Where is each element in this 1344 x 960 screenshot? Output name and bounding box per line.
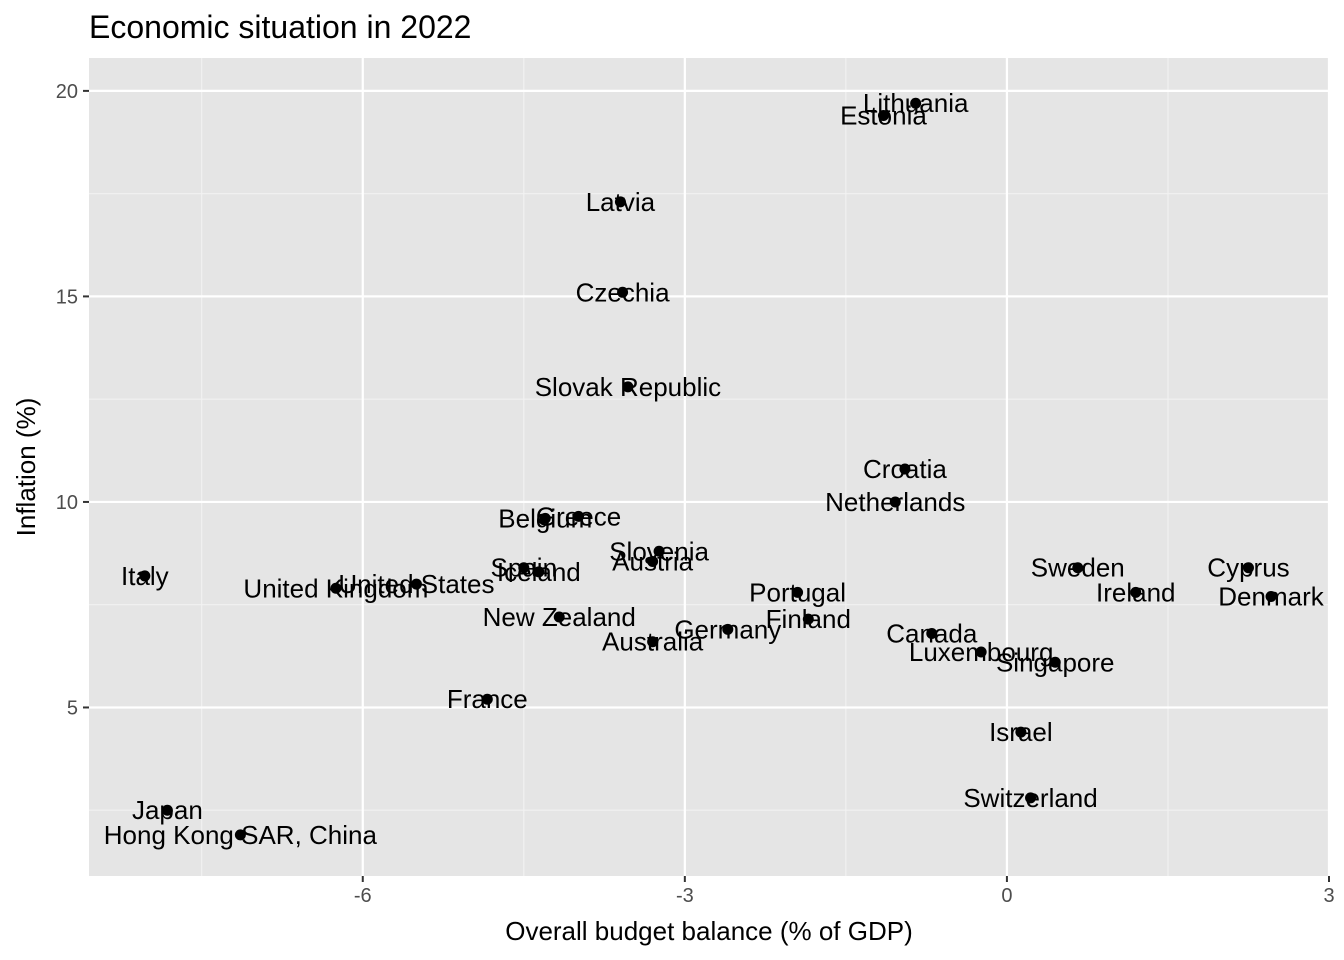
data-point [539,512,551,524]
data-point [722,623,734,635]
data-point [877,110,889,122]
data-point [573,510,585,522]
x-tick-label: 3 [1323,885,1334,907]
data-point [647,636,659,648]
major-gridlines [89,58,1331,876]
point-label: Singapore [996,647,1115,677]
point-label: Sweden [1031,553,1125,583]
point-label: Portugal [749,577,846,607]
point-label: Luxembourg [909,637,1054,667]
point-label: Cyprus [1207,553,1289,583]
point-label: Spain [491,553,558,583]
x-tick-label: 0 [1001,885,1012,907]
minor-gridlines [89,58,1329,876]
point-label: Ireland [1096,577,1176,607]
point-label: Croatia [863,454,947,484]
point-label: United Kingdom [243,573,428,603]
x-axis: -6 -3 0 3 [354,876,1335,907]
data-points [139,97,1277,841]
data-point [553,611,565,623]
data-point [410,578,422,590]
y-tick-label: 10 [56,492,78,514]
y-tick-label: 15 [56,286,78,308]
data-point [802,613,814,625]
point-label: Estonia [840,101,927,131]
point-label: Japan [132,795,203,825]
data-point [234,829,246,841]
y-axis: 5 10 15 20 [56,81,89,719]
data-point [518,562,530,574]
data-point [481,693,493,705]
y-tick-label: 5 [67,697,78,719]
data-point [647,556,659,568]
data-point [792,586,804,598]
data-point [622,381,634,393]
data-point [533,566,545,578]
point-label: Slovenia [609,536,709,566]
point-label: Germany [674,614,781,644]
data-point [1242,562,1254,574]
data-point [1130,586,1142,598]
point-label: Latvia [586,187,656,217]
data-point [1049,656,1061,668]
point-label: Canada [886,618,978,648]
data-point [617,286,629,298]
data-point [910,97,922,109]
data-point [330,582,342,594]
data-point [889,496,901,508]
chart-title: Economic situation in 2022 [89,9,471,45]
point-label: United States [338,569,494,599]
x-tick-label: -3 [676,885,694,907]
data-point [1072,562,1084,574]
point-label: Israel [989,717,1053,747]
point-label: Greece [536,501,621,531]
point-label: Switzerland [963,783,1097,813]
point-label: Lithuania [863,88,969,118]
point-label: Denmark [1218,581,1324,611]
data-point [614,196,626,208]
data-point [161,804,173,816]
point-label: Belgium [498,503,592,533]
point-label: Italy [121,561,169,591]
point-label: New Zealand [483,602,636,632]
point-label: Iceland [497,557,581,587]
x-axis-title: Overall budget balance (% of GDP) [505,916,913,946]
data-point [1015,726,1027,738]
point-label: Austria [612,547,693,577]
data-point [139,570,151,582]
x-tick-label: -6 [354,885,372,907]
point-label: Hong Kong SAR, China [104,820,378,850]
point-label: Finland [766,604,851,634]
point-label: Czechia [576,277,670,307]
point-label: Australia [602,627,704,657]
data-point [926,627,938,639]
data-point [1265,590,1277,602]
data-point [899,463,911,475]
data-point [1025,792,1037,804]
plot-panel [89,58,1329,876]
point-label: Slovak Republic [535,372,721,402]
data-point [653,545,665,557]
y-axis-title: Inflation (%) [11,398,41,537]
y-tick-label: 20 [56,81,78,103]
data-point [975,646,987,658]
point-label: France [447,684,528,714]
point-label: Netherlands [825,487,965,517]
